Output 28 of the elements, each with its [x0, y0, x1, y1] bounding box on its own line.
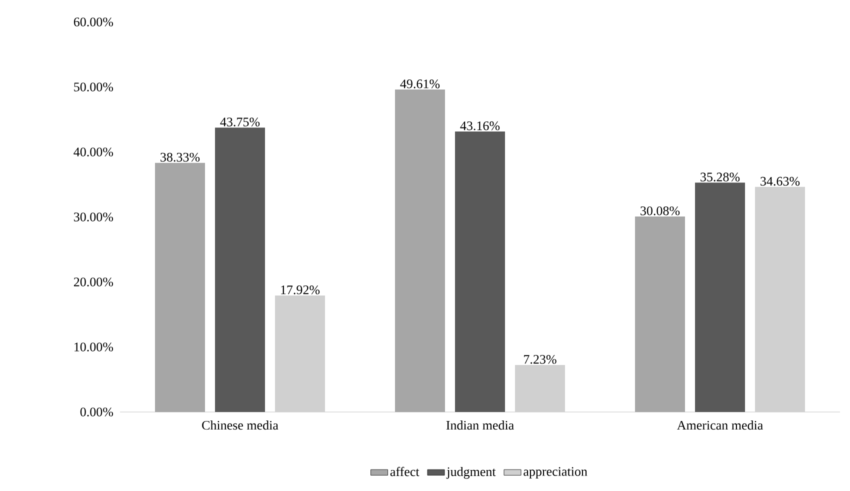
data-label: 7.23% [524, 354, 556, 364]
bar [455, 131, 506, 412]
y-tick-label: 0.00% [80, 408, 114, 416]
bar [215, 128, 266, 412]
legend-label: affect [390, 466, 420, 476]
y-tick-label: 40.00% [74, 148, 114, 156]
data-label: 43.75% [220, 118, 260, 126]
bar [515, 365, 566, 412]
y-tick-label: 30.00% [74, 212, 114, 222]
data-label: 43.16% [460, 121, 500, 130]
data-label: 30.08% [640, 206, 680, 216]
x-tick-label: Chinese media [202, 420, 278, 430]
legend-label: appreciation [524, 467, 588, 479]
bar [695, 182, 746, 412]
data-label: 38.33% [160, 152, 200, 162]
data-label: 17.92% [281, 285, 320, 294]
data-label: 34.63% [760, 176, 800, 186]
data-label: 49.61% [400, 80, 440, 88]
bar [275, 296, 326, 412]
x-tick-label: American media [677, 420, 763, 430]
legend-label: judgment [446, 466, 496, 479]
bar [755, 186, 806, 412]
y-tick-label: 10.00% [74, 342, 114, 352]
y-tick-label: 50.00% [74, 82, 114, 92]
data-label: 35.28% [700, 172, 740, 182]
y-tick-label: 20.00% [74, 278, 114, 286]
x-tick-label: Indian media [446, 420, 514, 430]
y-tick-label: 60.00% [74, 18, 114, 26]
